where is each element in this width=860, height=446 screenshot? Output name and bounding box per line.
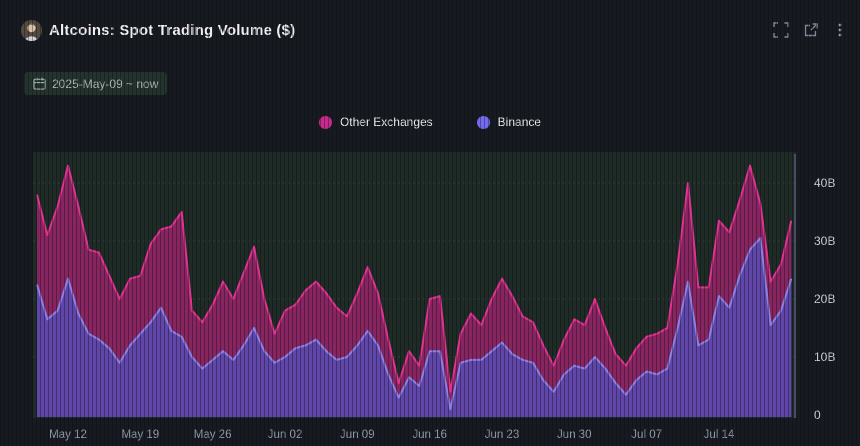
legend-item-binance[interactable]: Binance: [476, 115, 542, 129]
x-tick-label: Jun 16: [412, 429, 447, 441]
more-menu-button[interactable]: [831, 22, 849, 40]
y-tick-label: 10B: [814, 350, 836, 364]
y-tick-label: 20B: [814, 292, 836, 306]
volume-area-chart[interactable]: [33, 152, 797, 418]
chart-canvas: [33, 154, 797, 418]
x-tick-label: Jul 14: [703, 429, 735, 441]
page-title: Altcoins: Spot Trading Volume ($): [49, 22, 296, 39]
date-range-label: 2025-May-09 ~ now: [52, 76, 159, 91]
legend-dot-binance: [476, 115, 490, 129]
open-external-button[interactable]: [802, 22, 820, 40]
x-tick-label: Jun 02: [267, 429, 303, 441]
legend-label-binance: Binance: [497, 115, 542, 129]
y-tick-label: 0: [814, 408, 821, 422]
avatar[interactable]: [21, 20, 42, 41]
legend-dot-other-exchanges: [318, 115, 332, 129]
external-link-icon: [804, 23, 818, 37]
y-tick-label: 30B: [814, 234, 836, 248]
fullscreen-icon: [773, 22, 789, 38]
person-photo-icon: [21, 20, 42, 41]
kebab-menu-icon: [838, 23, 842, 37]
legend-label-other-exchanges: Other Exchanges: [339, 115, 433, 129]
legend-item-other-exchanges[interactable]: Other Exchanges: [318, 115, 433, 129]
x-tick-label: Jun 23: [484, 429, 520, 441]
y-tick-label: 40B: [814, 176, 836, 190]
x-tick-label: Jun 30: [557, 429, 592, 441]
x-tick-label: May 26: [193, 429, 232, 441]
x-tick-label: Jul 07: [631, 429, 662, 441]
date-range-chip[interactable]: 2025-May-09 ~ now: [24, 72, 168, 95]
x-tick-label: Jun 09: [340, 429, 375, 441]
chart-legend: Other Exchanges Binance: [0, 115, 860, 129]
x-tick-label: May 12: [49, 429, 87, 441]
x-tick-label: May 19: [121, 429, 160, 441]
fullscreen-button[interactable]: [772, 22, 790, 40]
calendar-icon: [33, 77, 46, 90]
